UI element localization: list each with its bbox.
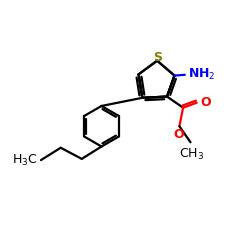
- Text: S: S: [153, 51, 162, 64]
- Text: O: O: [173, 128, 184, 141]
- Text: H$_3$C: H$_3$C: [12, 152, 37, 168]
- Text: O: O: [200, 96, 211, 109]
- Text: CH$_3$: CH$_3$: [179, 147, 204, 162]
- Text: NH$_2$: NH$_2$: [188, 67, 215, 82]
